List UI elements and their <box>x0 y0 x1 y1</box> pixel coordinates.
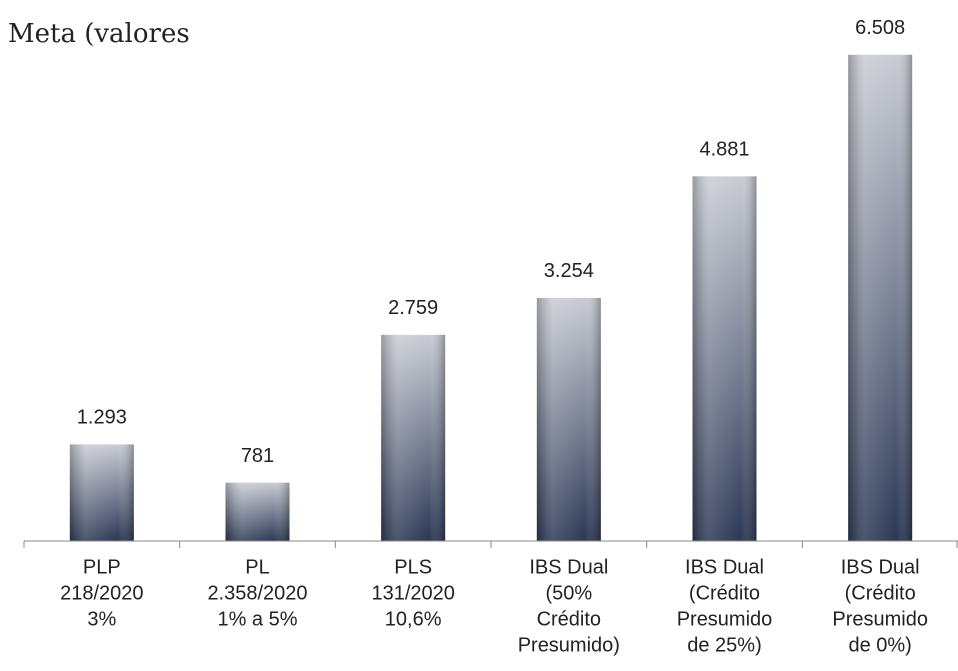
x-tick-label: PLS <box>394 556 432 578</box>
value-label: 781 <box>241 445 274 467</box>
x-tick-label: 218/2020 <box>60 582 143 604</box>
value-label: 6.508 <box>855 17 905 39</box>
x-tick-label: 2.358/2020 <box>207 582 307 604</box>
value-label: 2.759 <box>388 297 438 319</box>
value-label: 1.293 <box>77 407 127 429</box>
x-tick-label: (Crédito <box>845 582 916 604</box>
x-tick-label: PLP <box>83 556 121 578</box>
x-tick-label: de 25%) <box>687 634 762 656</box>
x-tick-label: Presumido) <box>518 634 620 656</box>
value-label: 4.881 <box>699 139 749 161</box>
bar-shade <box>69 444 134 541</box>
x-tick-label: 131/2020 <box>371 582 454 604</box>
x-tick-label: Crédito <box>537 608 601 630</box>
value-label: 3.254 <box>544 260 594 282</box>
x-tick-label: PL <box>245 556 269 578</box>
x-tick-label: Presumido <box>677 608 773 630</box>
x-tick-label: 3% <box>87 608 116 630</box>
bar-shade <box>848 54 913 541</box>
bar-shade <box>381 334 446 541</box>
bar-shade <box>692 176 757 541</box>
chart-title: Meta (valores <box>8 19 190 49</box>
x-tick-label: (Crédito <box>689 582 760 604</box>
x-tick-label: IBS Dual <box>841 556 920 578</box>
x-tick-label: IBS Dual <box>529 556 608 578</box>
bar-shade <box>225 482 290 541</box>
x-tick-label: de 0%) <box>848 634 911 656</box>
x-tick-label: 1% a 5% <box>217 608 297 630</box>
x-tick-label: Presumido <box>832 608 928 630</box>
bar-shade <box>536 297 601 541</box>
x-tick-label: 10,6% <box>385 608 442 630</box>
x-tick-label: IBS Dual <box>685 556 764 578</box>
x-tick-label: (50% <box>545 582 592 604</box>
